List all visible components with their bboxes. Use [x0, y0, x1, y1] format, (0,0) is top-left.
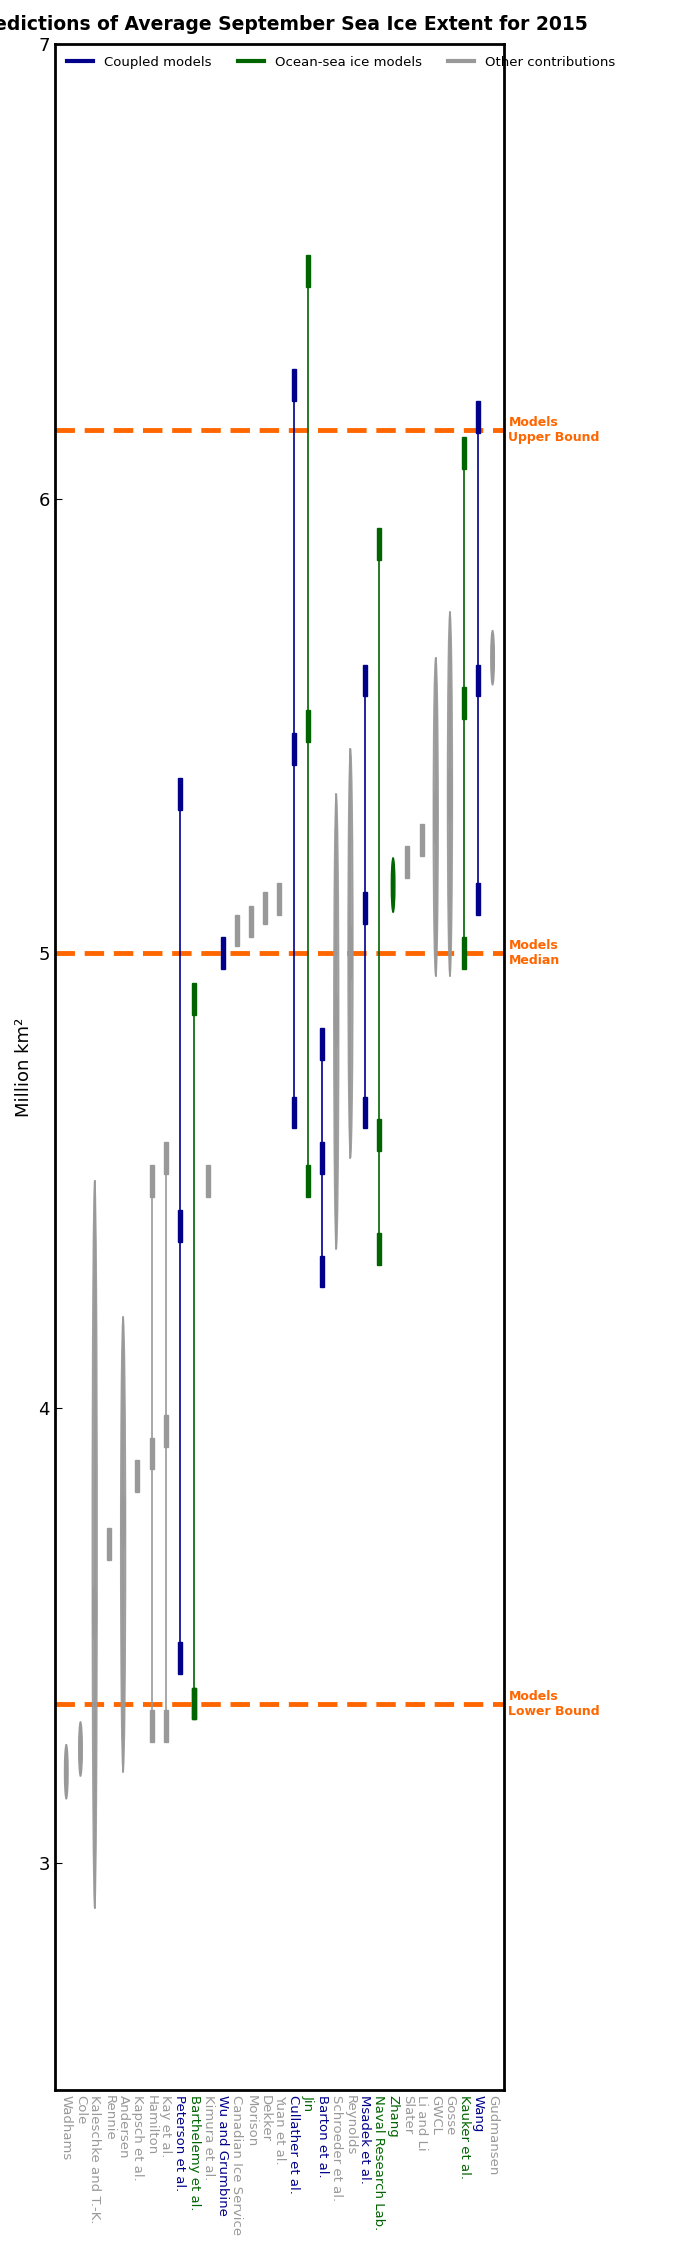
Bar: [135, 1460, 139, 1492]
Bar: [263, 891, 267, 925]
Bar: [363, 664, 367, 698]
Bar: [477, 400, 480, 432]
Ellipse shape: [349, 927, 352, 981]
Bar: [107, 1528, 111, 1559]
Bar: [320, 1256, 324, 1287]
Bar: [419, 824, 424, 855]
Bar: [150, 1438, 153, 1469]
Ellipse shape: [434, 790, 438, 844]
Bar: [292, 734, 295, 765]
Ellipse shape: [120, 1316, 125, 1771]
Bar: [306, 254, 310, 288]
Ellipse shape: [92, 1181, 97, 1908]
Ellipse shape: [448, 767, 452, 821]
Bar: [477, 664, 480, 698]
Title: Predictions of Average September Sea Ice Extent for 2015: Predictions of Average September Sea Ice…: [0, 16, 588, 34]
Bar: [320, 1143, 324, 1174]
Bar: [234, 916, 239, 947]
Bar: [220, 938, 225, 970]
Bar: [178, 1210, 182, 1242]
Ellipse shape: [64, 1744, 68, 1800]
Bar: [292, 369, 295, 400]
Bar: [377, 1233, 381, 1264]
Ellipse shape: [433, 657, 438, 976]
Bar: [363, 1096, 367, 1127]
Bar: [164, 1143, 168, 1174]
Bar: [193, 983, 196, 1015]
Text: Models
Upper Bound: Models Upper Bound: [508, 416, 600, 446]
Text: Models
Lower Bound: Models Lower Bound: [508, 1690, 600, 1717]
Bar: [462, 938, 466, 970]
Bar: [150, 1166, 153, 1197]
Bar: [320, 1028, 324, 1060]
Bar: [277, 882, 281, 916]
Bar: [306, 1166, 310, 1197]
Bar: [178, 778, 182, 810]
Bar: [206, 1166, 211, 1197]
Text: Models
Median: Models Median: [508, 938, 560, 968]
Ellipse shape: [121, 1494, 125, 1548]
Ellipse shape: [447, 612, 452, 976]
Ellipse shape: [391, 857, 395, 911]
Bar: [462, 686, 466, 720]
Bar: [150, 1710, 153, 1742]
Bar: [377, 529, 381, 560]
Y-axis label: Million km²: Million km²: [15, 1017, 33, 1116]
Bar: [477, 882, 480, 916]
Ellipse shape: [78, 1721, 83, 1775]
Bar: [164, 1710, 168, 1742]
Bar: [249, 904, 253, 938]
Bar: [164, 1415, 168, 1447]
Bar: [306, 711, 310, 742]
Ellipse shape: [334, 794, 339, 1249]
Bar: [292, 1096, 295, 1127]
Bar: [178, 1642, 182, 1674]
Ellipse shape: [491, 630, 494, 684]
Bar: [405, 846, 409, 878]
Legend: Coupled models, Ocean-sea ice models, Other contributions: Coupled models, Ocean-sea ice models, Ot…: [62, 50, 620, 74]
Ellipse shape: [93, 1586, 97, 1640]
Bar: [377, 1118, 381, 1152]
Bar: [193, 1688, 196, 1719]
Bar: [462, 436, 466, 468]
Bar: [363, 891, 367, 925]
Ellipse shape: [335, 994, 338, 1048]
Bar: [193, 1688, 196, 1719]
Ellipse shape: [348, 749, 353, 1159]
